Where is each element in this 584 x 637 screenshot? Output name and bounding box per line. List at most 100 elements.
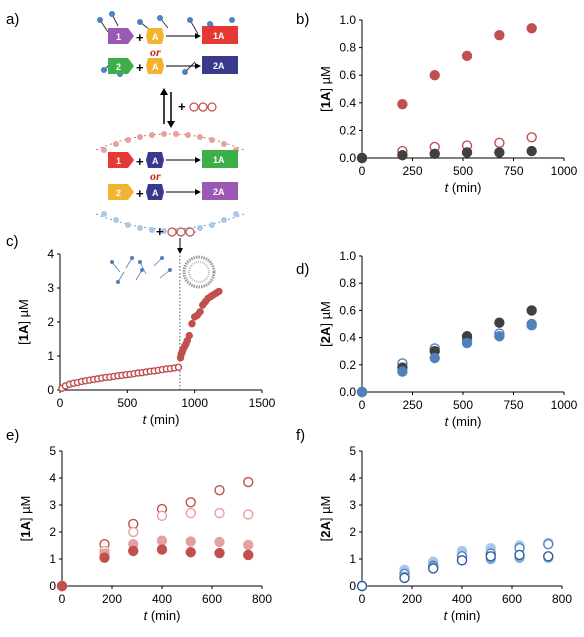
y-tick-label: 3 — [47, 281, 54, 295]
or-bottom: or — [150, 169, 161, 183]
box-a2-bottom-label: A — [152, 188, 159, 198]
data-point — [56, 580, 68, 592]
y-axis-label-species: 1A — [318, 91, 333, 108]
x-tick-label: 250 — [402, 164, 422, 178]
box-a-bottom-label: A — [152, 156, 159, 166]
x-tick-label: 1000 — [181, 396, 208, 410]
x-tick-label: 1500 — [249, 396, 276, 410]
data-point — [185, 536, 196, 547]
x-tick-label: 400 — [152, 592, 172, 606]
y-axis-label-species: 2A — [318, 326, 333, 343]
data-point — [356, 386, 368, 398]
data-point — [461, 337, 473, 349]
data-point — [188, 320, 196, 328]
box-1a-top-label: 1A — [213, 31, 225, 41]
y-axis-label-species: 2A — [318, 521, 333, 538]
chart-e: 0 200 400 600 800 0 1 2 3 4 5 t (min) [1A] µM — [18, 444, 272, 623]
x-axis-label-var: t — [444, 608, 449, 623]
box-2a-bottom — [202, 182, 238, 200]
data-point — [174, 363, 183, 371]
x-tick-label: 0 — [59, 592, 66, 606]
y-tick-label: 4 — [47, 247, 54, 261]
y-tick-label: 0.6 — [339, 68, 356, 82]
data-point — [526, 305, 537, 316]
y-tick-label: 0.8 — [339, 41, 356, 55]
x-tick-label: 500 — [117, 396, 137, 410]
data-point — [485, 551, 496, 562]
x-tick-label: 0 — [359, 592, 366, 606]
box-1-bottom-label: 1 — [116, 156, 121, 166]
plus-addition: + — [156, 224, 164, 239]
box-1-top-label: 1 — [116, 32, 121, 42]
x-tick-label: 250 — [402, 398, 422, 412]
y-tick-label: 0 — [47, 383, 54, 397]
y-axis-label-open: [ — [16, 341, 31, 345]
data-point — [456, 555, 468, 566]
x-axis-label-var: t — [143, 412, 148, 427]
y-axis-label-unit: ] µM — [18, 496, 33, 522]
y-tick-label: 3 — [349, 498, 356, 512]
box-2-top — [108, 58, 134, 74]
y-axis-label-open: [ — [18, 537, 33, 541]
vesicle-icon — [182, 255, 216, 289]
x-axis-label: t (min) — [445, 180, 482, 195]
y-axis-label-species: 1A — [16, 324, 31, 341]
y-axis-label-unit: ] µM — [318, 301, 333, 327]
plus-2-bottom: + — [136, 186, 144, 201]
data-point — [514, 549, 525, 561]
x-axis-label-unit: (min) — [448, 180, 481, 195]
data-point — [494, 331, 505, 342]
data-point — [356, 152, 368, 164]
x-tick-label: 750 — [503, 164, 523, 178]
y-axis-label: [1A] µM — [18, 496, 33, 542]
box-a2-top-label: A — [152, 62, 159, 72]
box-a2-bottom — [146, 184, 164, 200]
data-point — [214, 484, 225, 496]
x-axis-label: t (min) — [445, 414, 482, 429]
y-tick-label: 1.0 — [339, 249, 356, 263]
data-point — [128, 545, 139, 557]
x-tick-label: 0 — [57, 396, 64, 410]
data-point — [461, 50, 473, 62]
data-point — [185, 331, 193, 340]
y-tick-label: 1 — [49, 552, 56, 566]
additive-icon — [189, 102, 217, 112]
panel-label-d: d) — [296, 261, 309, 278]
schematic-diagram: 1 + A 1A or 2 + A 2A + — [95, 11, 245, 289]
box-a-top-label: A — [152, 32, 159, 42]
x-tick-label: 200 — [102, 592, 122, 606]
box-2-top-label: 2 — [116, 62, 121, 72]
x-axis-label-unit: (min) — [448, 414, 481, 429]
y-tick-label: 0.4 — [339, 96, 356, 110]
y-axis-label-open: [ — [318, 343, 333, 347]
data-point — [494, 137, 505, 149]
panel-label-c: c) — [6, 233, 19, 250]
panel-label-f: f) — [296, 427, 305, 444]
x-tick-label: 800 — [252, 592, 272, 606]
x-tick-label: 750 — [503, 398, 523, 412]
y-axis-label: [2A] µM — [318, 496, 333, 542]
x-axis-label: t (min) — [444, 608, 481, 623]
data-point — [214, 507, 225, 519]
box-a-bottom — [146, 152, 164, 168]
y-tick-label: 0.8 — [339, 276, 356, 290]
data-point — [214, 547, 225, 559]
y-tick-label: 2 — [47, 315, 54, 329]
data-point — [215, 287, 223, 296]
plus-1-bottom: + — [136, 154, 144, 169]
box-a-top — [146, 28, 164, 44]
box-2a-top — [202, 56, 238, 74]
x-tick-label: 600 — [502, 592, 522, 606]
x-tick-label: 0 — [359, 398, 366, 412]
x-tick-label: 0 — [359, 164, 366, 178]
data-point — [543, 551, 554, 562]
or-top: or — [150, 45, 161, 59]
y-tick-label: 1.0 — [339, 13, 356, 27]
x-tick-label: 800 — [552, 592, 572, 606]
x-axis-label-unit: (min) — [146, 412, 179, 427]
y-tick-label: 5 — [349, 444, 356, 458]
y-tick-label: 2 — [349, 525, 356, 539]
data-point — [397, 98, 408, 110]
y-tick-label: 0 — [49, 579, 56, 593]
